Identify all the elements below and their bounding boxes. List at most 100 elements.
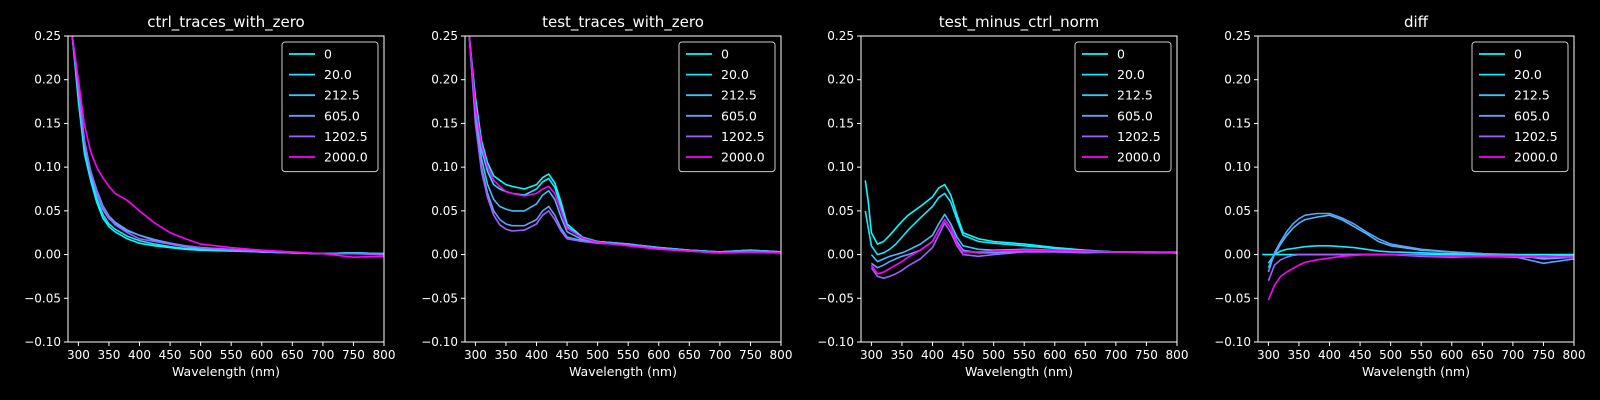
x-tick-label: 300 xyxy=(1257,348,1280,362)
y-tick-label: 0.15 xyxy=(1224,116,1251,130)
x-tick-label: 650 xyxy=(678,348,701,362)
legend-label-605.0: 605.0 xyxy=(1117,108,1153,123)
series-line-605.0 xyxy=(1267,212,1574,273)
y-tick-label: 0.00 xyxy=(1224,248,1251,262)
y-tick-label: 0.25 xyxy=(1224,29,1251,43)
x-tick-label: 800 xyxy=(373,348,396,362)
series-line-2000.0 xyxy=(870,218,1177,275)
series-line-212.5 xyxy=(468,36,781,253)
y-tick-label: 0.10 xyxy=(431,160,458,174)
y-tick-label: 0.05 xyxy=(34,204,61,218)
x-tick-label: 500 xyxy=(189,348,212,362)
y-tick-label: −0.10 xyxy=(1214,335,1251,349)
x-tick-label: 550 xyxy=(220,348,243,362)
x-tick-label: 750 xyxy=(1135,348,1158,362)
y-tick-label: −0.05 xyxy=(24,291,61,305)
plot-frame xyxy=(464,35,782,343)
x-tick-label: 450 xyxy=(159,348,182,362)
y-tick-label: −0.05 xyxy=(1214,291,1251,305)
y-tick-label: 0.05 xyxy=(431,204,458,218)
x-tick-label: 750 xyxy=(1532,348,1555,362)
x-tick-label: 400 xyxy=(921,348,944,362)
y-tick-label: 0.20 xyxy=(431,73,458,87)
x-tick-label: 750 xyxy=(739,348,762,362)
chart-panel-3: diff 300 350 400 450 500 550 600 650 700 750 800 −0.… xyxy=(1214,13,1585,379)
x-axis-label: Wavelength (nm) xyxy=(569,364,677,379)
x-tick-label: 700 xyxy=(1104,348,1127,362)
y-tick-label: 0.20 xyxy=(827,73,854,87)
x-tick-label: 650 xyxy=(1074,348,1097,362)
y-tick-label: 0.05 xyxy=(827,204,854,218)
x-tick-label: 350 xyxy=(97,348,120,362)
chart-panel-0: ctrl_traces_with_zero 300 350 400 450 500 550 6… xyxy=(24,13,395,379)
legend-label-605.0: 605.0 xyxy=(324,108,360,123)
legend-label-0: 0 xyxy=(721,47,729,62)
y-tick-label: 0.20 xyxy=(1224,73,1251,87)
x-axis-label: Wavelength (nm) xyxy=(1362,364,1470,379)
y-tick-label: 0.05 xyxy=(1224,204,1251,218)
series-line-2000.0 xyxy=(71,36,384,258)
x-tick-label: 550 xyxy=(1410,348,1433,362)
x-tick-label: 600 xyxy=(250,348,273,362)
x-tick-label: 400 xyxy=(525,348,548,362)
y-tick-label: 0.25 xyxy=(431,29,458,43)
chart-panel-1: test_traces_with_zero 300 350 400 450 500 550 6… xyxy=(421,13,792,379)
y-tick-label: 0.15 xyxy=(34,116,61,130)
y-tick-label: 0.10 xyxy=(34,160,61,174)
y-tick-label: 0.15 xyxy=(827,116,854,130)
plot-frame xyxy=(1257,35,1575,343)
chart-title: ctrl_traces_with_zero xyxy=(147,13,304,32)
legend-label-1202.5: 1202.5 xyxy=(1514,129,1558,144)
legend: 0 20.0 212.5 605.0 1202.5 2000.0 xyxy=(678,41,776,173)
plot-frame xyxy=(860,35,1178,343)
x-tick-label: 400 xyxy=(1318,348,1341,362)
x-tick-label: 300 xyxy=(464,348,487,362)
legend: 0 20.0 212.5 605.0 1202.5 2000.0 xyxy=(1074,41,1172,173)
series-line-1202.5 xyxy=(870,222,1177,279)
x-tick-label: 800 xyxy=(1166,348,1189,362)
legend-label-2000.0: 2000.0 xyxy=(1117,150,1161,165)
legend-label-212.5: 212.5 xyxy=(324,88,360,103)
y-tick-label: −0.10 xyxy=(421,335,458,349)
legend-label-0: 0 xyxy=(1514,47,1522,62)
series-line-2000.0 xyxy=(1267,253,1574,301)
x-tick-label: 600 xyxy=(1043,348,1066,362)
x-tick-label: 600 xyxy=(647,348,670,362)
series-line-20.0 xyxy=(1267,245,1574,264)
legend-label-0: 0 xyxy=(1117,47,1125,62)
x-tick-label: 300 xyxy=(860,348,883,362)
legend-label-212.5: 212.5 xyxy=(1514,88,1550,103)
x-tick-label: 600 xyxy=(1440,348,1463,362)
y-tick-label: 0.25 xyxy=(827,29,854,43)
x-tick-label: 500 xyxy=(1379,348,1402,362)
y-tick-label: 0.20 xyxy=(34,73,61,87)
plot-frame xyxy=(67,35,385,343)
x-tick-label: 350 xyxy=(494,348,517,362)
x-tick-label: 800 xyxy=(770,348,793,362)
x-tick-label: 700 xyxy=(708,348,731,362)
legend-label-2000.0: 2000.0 xyxy=(1514,150,1558,165)
series-line-2000.0 xyxy=(468,36,781,254)
series-line-20.0 xyxy=(864,192,1177,256)
y-tick-label: −0.10 xyxy=(24,335,61,349)
x-tick-label: 550 xyxy=(1013,348,1036,362)
legend: 0 20.0 212.5 605.0 1202.5 2000.0 xyxy=(281,41,379,173)
y-tick-label: −0.05 xyxy=(421,291,458,305)
y-tick-label: 0.25 xyxy=(34,29,61,43)
x-tick-label: 350 xyxy=(1287,348,1310,362)
y-tick-label: 0.10 xyxy=(827,160,854,174)
x-tick-label: 700 xyxy=(1501,348,1524,362)
x-tick-label: 450 xyxy=(556,348,579,362)
legend-label-212.5: 212.5 xyxy=(721,88,757,103)
legend-label-0: 0 xyxy=(324,47,332,62)
legend-label-20.0: 20.0 xyxy=(721,67,749,82)
x-tick-label: 450 xyxy=(952,348,975,362)
chart-title: test_minus_ctrl_norm xyxy=(939,13,1100,32)
x-tick-label: 550 xyxy=(617,348,640,362)
legend-label-2000.0: 2000.0 xyxy=(721,150,765,165)
x-axis-label: Wavelength (nm) xyxy=(172,364,280,379)
series-line-0 xyxy=(864,180,1177,254)
y-tick-label: −0.05 xyxy=(817,291,854,305)
